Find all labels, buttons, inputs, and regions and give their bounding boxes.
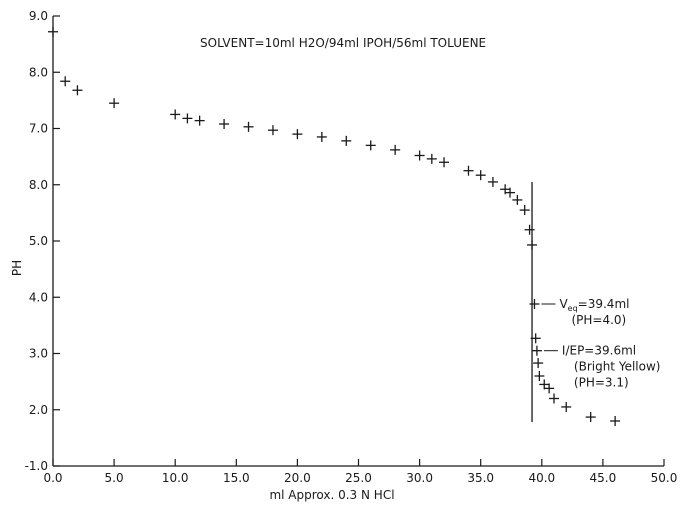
data-point xyxy=(439,157,450,168)
data-point xyxy=(267,125,278,136)
x-tick-label: 45.0 xyxy=(590,471,617,485)
annotation-iep: I/EP=39.6ml xyxy=(562,344,636,358)
data-point xyxy=(48,26,58,37)
x-tick-label: 20.0 xyxy=(284,471,311,485)
x-tick-label: 25.0 xyxy=(345,471,372,485)
x-tick-label: 0.0 xyxy=(43,471,62,485)
y-tick-label: 5.0 xyxy=(29,234,48,248)
data-point xyxy=(463,165,474,176)
data-point xyxy=(194,115,205,126)
data-point xyxy=(219,119,230,129)
y-tick-label: -1.0 xyxy=(25,459,48,473)
data-point xyxy=(109,98,120,109)
data-point xyxy=(585,412,596,423)
y-tick-label: 7.0 xyxy=(29,122,48,136)
y-tick-label: 2.0 xyxy=(29,403,48,417)
data-point xyxy=(534,371,545,381)
data-point xyxy=(72,85,83,96)
x-tick-label: 5.0 xyxy=(105,471,124,485)
annotation-veq-v: V xyxy=(559,297,568,311)
data-point xyxy=(544,383,555,394)
data-point xyxy=(529,299,540,309)
chart-title: SOLVENT=10ml H2O/94ml IPOH/56ml TOLUENE xyxy=(200,36,486,50)
data-point xyxy=(549,393,560,404)
x-tick-label: 35.0 xyxy=(467,471,494,485)
x-tick-label: 30.0 xyxy=(406,471,433,485)
data-point xyxy=(426,153,437,164)
data-point xyxy=(531,345,542,356)
annotation-veq: Veq=39.4ml xyxy=(559,297,629,313)
y-tick-label: 3.0 xyxy=(29,347,48,361)
data-point xyxy=(530,333,541,344)
y-tick-label: 9.0 xyxy=(29,9,48,23)
x-tick-label: 10.0 xyxy=(162,471,189,485)
data-point xyxy=(292,129,303,140)
annotation-veq-value: =39.4ml xyxy=(578,297,630,311)
x-tick-label: 50.0 xyxy=(651,471,678,485)
data-point xyxy=(524,224,535,235)
x-tick-label: 15.0 xyxy=(223,471,250,485)
data-point xyxy=(170,109,181,120)
data-point xyxy=(487,176,498,187)
annotation-veq-sub: eq xyxy=(568,304,578,313)
data-points xyxy=(48,26,621,426)
data-point xyxy=(561,401,572,412)
x-axis-ticks: 0.0 5.0 10.0 15.0 20.0 25.0 30.0 35.0 40.0 45.0 50… xyxy=(43,459,677,485)
data-point xyxy=(512,194,523,205)
data-point xyxy=(519,205,530,216)
data-point xyxy=(316,131,327,142)
data-point xyxy=(341,135,352,146)
data-point xyxy=(533,358,544,369)
y-tick-label: 4.0 xyxy=(29,290,48,304)
data-point xyxy=(60,76,71,87)
x-tick-label: 40.0 xyxy=(528,471,555,485)
annotation-iep-ph: (PH=3.1) xyxy=(574,376,629,390)
data-point xyxy=(475,170,486,181)
data-point xyxy=(527,239,538,250)
y-tick-label: 8.0 xyxy=(29,65,48,79)
data-point xyxy=(505,187,516,198)
y-axis-ticks: -1.0 2.0 3.0 4.0 5.0 8.0 7.0 8.0 9.0 xyxy=(25,9,60,473)
y-axis-title: PH xyxy=(10,260,24,276)
data-point xyxy=(365,140,376,151)
data-point xyxy=(182,113,193,124)
annotation-veq-ph: (PH=4.0) xyxy=(571,313,626,327)
data-point xyxy=(610,416,621,426)
y-tick-label: 8.0 xyxy=(29,178,48,192)
annotation-iep-color: (Bright Yellow) xyxy=(574,360,661,374)
data-point xyxy=(390,144,401,155)
x-axis-title: ml Approx. 0.3 N HCl xyxy=(269,488,394,502)
data-point xyxy=(414,150,425,161)
data-point xyxy=(243,121,254,132)
